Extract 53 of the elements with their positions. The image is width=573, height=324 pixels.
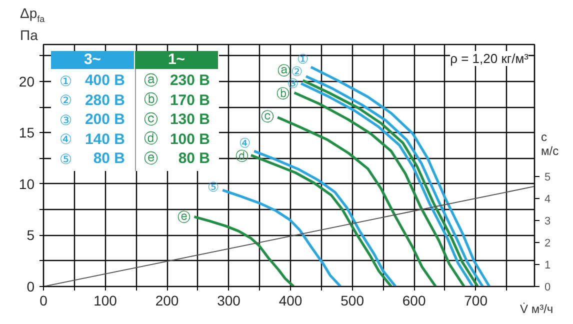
series-label: ⓑ	[276, 86, 290, 102]
picture-legend-header: 3~	[51, 51, 134, 69]
x-tick-label: 400	[278, 292, 302, 308]
y-tick-label: 15	[18, 124, 35, 141]
x-tick-label: 0	[40, 292, 48, 308]
y2-tick-label: 0	[544, 282, 551, 294]
annotation: 230 B	[168, 72, 210, 90]
y-tick-label: 5	[26, 227, 35, 244]
y-tick-label: 10	[18, 176, 35, 192]
annotation: 280 B	[84, 92, 125, 109]
x-tick-label: 500	[340, 292, 364, 308]
x-tick-label: 100	[94, 292, 118, 308]
y2-tick-label: 1	[544, 260, 551, 272]
annotation: 80 B	[177, 150, 210, 168]
line-series	[192, 215, 295, 286]
annotation: 130 B	[168, 111, 210, 128]
y-tick-label: 0	[26, 278, 35, 294]
x-tick-label: 200	[155, 292, 179, 308]
series-label: ⑤	[208, 180, 220, 195]
annotation: 400 B	[84, 72, 125, 90]
text: ①	[60, 72, 72, 89]
text: ⓐ	[144, 72, 158, 88]
series-label: ④	[239, 136, 252, 151]
text: ③	[60, 112, 72, 128]
line-series	[276, 116, 437, 286]
annotation: 100 B	[168, 130, 210, 148]
annotation: 80 B	[92, 150, 125, 168]
text: ⑤	[60, 150, 72, 167]
text: ⓒ	[144, 110, 158, 127]
annotation: 170 B	[168, 92, 210, 109]
y2-tick-label: 2	[544, 238, 551, 250]
y2-tick-label: 5	[544, 172, 551, 184]
y2-tick-label: 4	[544, 194, 551, 206]
line-series	[221, 188, 342, 286]
x-tick-label: 700	[464, 292, 488, 308]
text: ④	[60, 131, 72, 148]
y-tick-label: 20	[18, 73, 35, 90]
series-label: ⓒ	[261, 108, 274, 124]
x-tick-label: 600	[402, 292, 426, 308]
series-label: ⓔ	[178, 209, 191, 224]
annotation: 200 B	[84, 111, 125, 128]
y2-axis-title: c м/с	[541, 130, 559, 158]
x-tick-label: 300	[217, 292, 241, 308]
text: ⓔ	[144, 150, 158, 166]
annotation: ρ = 1,20 кг/м³	[450, 51, 530, 66]
text: ⓑ	[144, 91, 158, 108]
picture-legend-header: 1~	[135, 51, 218, 69]
x-axis-title: V̇ м³/ч	[520, 302, 554, 316]
text: ⓓ	[144, 130, 158, 146]
annotation: 140 B	[84, 130, 125, 148]
text: ②	[60, 92, 72, 108]
y2-tick-label: 3	[544, 216, 551, 228]
y-axis-title: Δp$_{fa}$ Па	[20, 5, 45, 43]
